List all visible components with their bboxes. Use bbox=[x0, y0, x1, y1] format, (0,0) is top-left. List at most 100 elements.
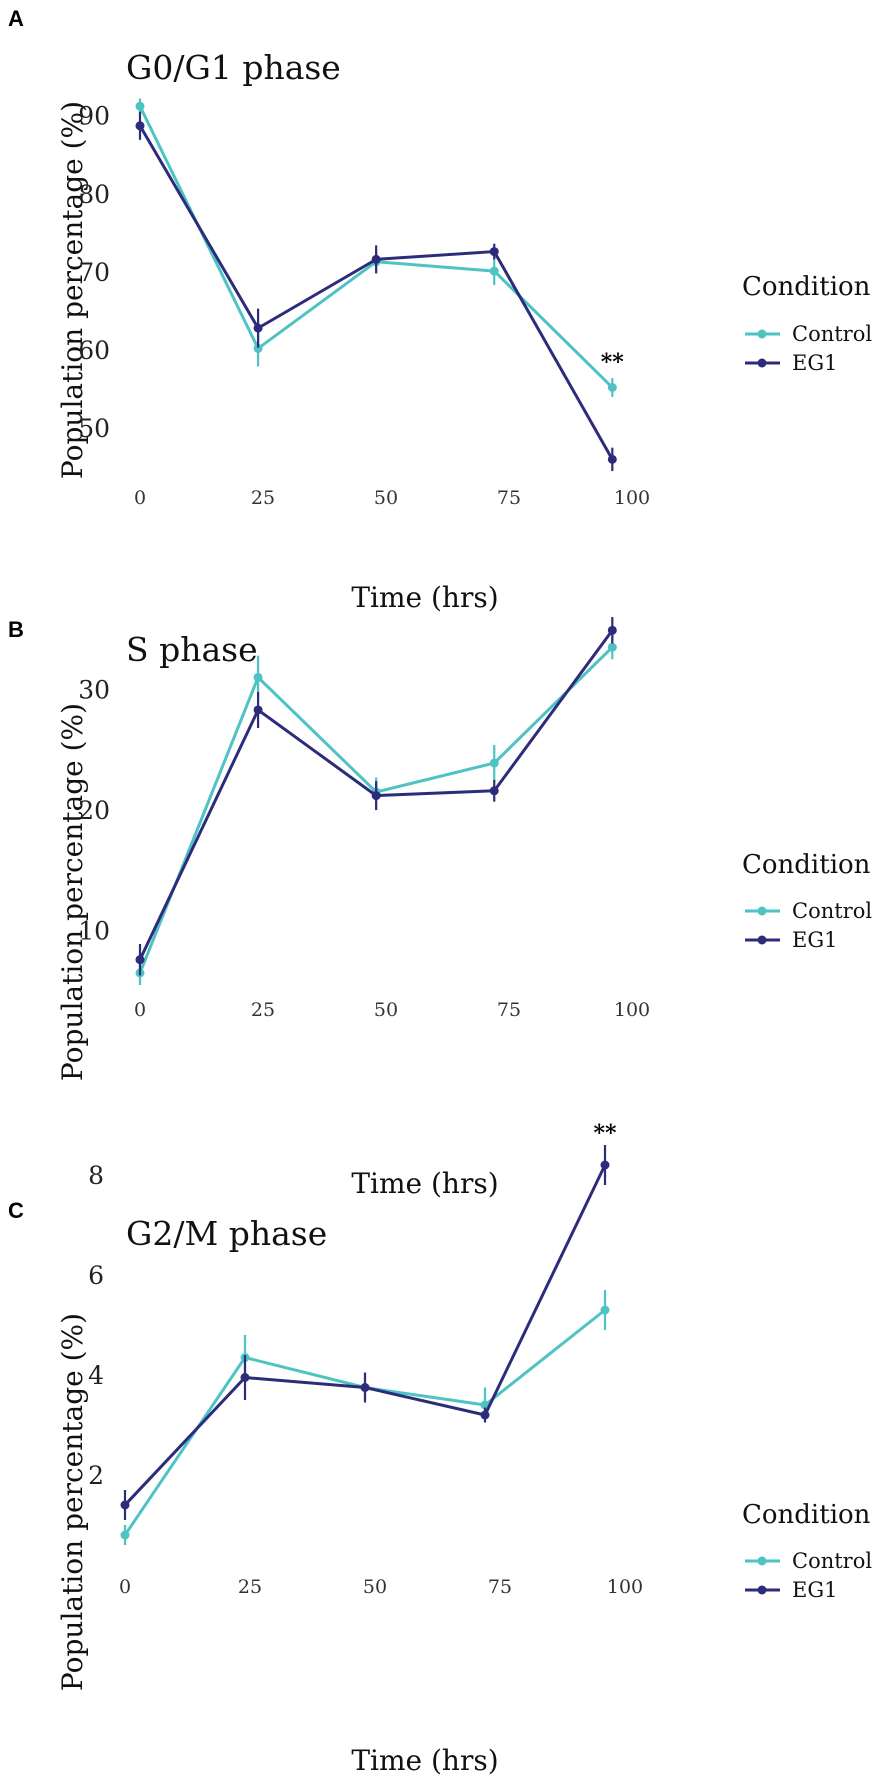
legend-a: Condition Control EG1 bbox=[742, 272, 872, 375]
x-tick-label-a-0: 0 bbox=[134, 487, 146, 509]
x-tick-label-a-3: 75 bbox=[497, 487, 521, 509]
data-point-eg1-a-2 bbox=[371, 254, 381, 264]
y-tick-label-c-3: 8 bbox=[88, 1161, 104, 1190]
data-point-eg1-c-1 bbox=[240, 1373, 250, 1382]
plot-area-a: 50 60 70 80 90 0 25 50 75 100 ** bbox=[78, 98, 650, 509]
data-point-control-a-1 bbox=[253, 343, 263, 353]
data-point-eg1-c-4 bbox=[600, 1160, 610, 1170]
panel-letter-c: C bbox=[8, 1198, 24, 1223]
data-point-eg1-b-2 bbox=[371, 791, 381, 801]
y-tick-label-a-4: 90 bbox=[78, 102, 110, 131]
plot-area-b: 10 20 30 0 25 50 75 100 bbox=[78, 617, 650, 1021]
x-tick-label-c-4: 100 bbox=[607, 1576, 643, 1598]
y-tick-label-c-1: 4 bbox=[88, 1361, 104, 1390]
y-tick-label-a-0: 50 bbox=[78, 414, 110, 443]
legend-label-control-a: Control bbox=[792, 322, 872, 346]
y-axis-label-c: Population percentage (%) bbox=[56, 1313, 89, 1691]
legend-label-control-c: Control bbox=[792, 1549, 872, 1573]
x-axis-label-c: Time (hrs) bbox=[351, 1744, 498, 1777]
legend-title-a: Condition bbox=[742, 272, 871, 302]
x-tick-label-c-0: 0 bbox=[119, 1576, 131, 1598]
x-tick-label-b-4: 100 bbox=[614, 999, 650, 1021]
data-point-control-b-1 bbox=[253, 672, 263, 682]
x-tick-label-b-1: 25 bbox=[251, 999, 275, 1021]
chart-title-b: S phase bbox=[126, 630, 258, 669]
panel-a: A G0/G1 phase Population percentage (%) … bbox=[8, 6, 872, 614]
y-axis-label-a: Population percentage (%) bbox=[56, 101, 89, 479]
legend-marker-control-a bbox=[757, 329, 767, 339]
data-point-control-b-3 bbox=[489, 758, 499, 768]
legend-item-control-a: Control bbox=[745, 322, 872, 346]
data-point-control-b-4 bbox=[607, 642, 617, 652]
legend-marker-eg1-b bbox=[757, 935, 767, 945]
data-point-eg1-b-0 bbox=[135, 955, 145, 965]
panel-c: C G2/M phase Population percentage (%) T… bbox=[8, 1121, 872, 1778]
significance-annotation-c-0: ** bbox=[593, 1121, 617, 1147]
legend-label-eg1-c: EG1 bbox=[792, 1578, 837, 1602]
x-tick-label-b-0: 0 bbox=[134, 999, 146, 1021]
data-point-eg1-a-4 bbox=[607, 454, 617, 464]
plot-area-c: 2 4 6 8 0 25 50 75 100 ** bbox=[88, 1121, 643, 1599]
legend-label-eg1-b: EG1 bbox=[792, 928, 837, 952]
data-point-eg1-a-1 bbox=[253, 323, 263, 333]
x-tick-label-a-2: 50 bbox=[374, 487, 398, 509]
x-tick-label-c-1: 25 bbox=[238, 1576, 262, 1598]
significance-annotation-a-0: ** bbox=[601, 350, 625, 376]
x-tick-label-c-3: 75 bbox=[488, 1576, 512, 1598]
legend-title-b: Condition bbox=[742, 850, 871, 880]
legend-title-c: Condition bbox=[742, 1500, 871, 1530]
data-point-control-a-3 bbox=[489, 266, 499, 276]
data-point-eg1-c-0 bbox=[120, 1500, 130, 1510]
y-tick-label-b-2: 30 bbox=[78, 675, 110, 704]
legend-b: Condition Control EG1 bbox=[742, 850, 872, 952]
panel-b: B S phase Population percentage (%) Time… bbox=[8, 617, 872, 1200]
x-tick-label-a-1: 25 bbox=[251, 487, 275, 509]
y-tick-label-b-1: 20 bbox=[78, 796, 110, 825]
x-tick-label-b-3: 75 bbox=[497, 999, 521, 1021]
data-point-eg1-b-1 bbox=[253, 705, 263, 715]
data-point-eg1-b-3 bbox=[489, 786, 499, 796]
data-point-eg1-a-0 bbox=[135, 121, 145, 131]
series-eg1-a bbox=[135, 111, 617, 472]
panel-letter-a: A bbox=[8, 6, 24, 31]
y-tick-label-c-0: 2 bbox=[88, 1461, 104, 1490]
legend-item-eg1-a: EG1 bbox=[745, 351, 837, 375]
legend-label-eg1-a: EG1 bbox=[792, 351, 837, 375]
legend-item-eg1-c: EG1 bbox=[745, 1578, 837, 1602]
y-tick-label-a-2: 70 bbox=[78, 258, 110, 287]
data-point-eg1-a-3 bbox=[489, 247, 499, 257]
legend-c: Condition Control EG1 bbox=[742, 1500, 872, 1602]
series-control-c bbox=[120, 1290, 610, 1545]
x-axis-label-b: Time (hrs) bbox=[351, 1167, 498, 1200]
legend-marker-control-c bbox=[757, 1556, 767, 1566]
y-tick-label-b-0: 10 bbox=[78, 917, 110, 946]
data-point-control-a-0 bbox=[135, 101, 145, 111]
legend-item-control-b: Control bbox=[745, 899, 872, 923]
y-axis-label-b: Population percentage (%) bbox=[56, 703, 89, 1081]
series-eg1-c bbox=[120, 1145, 610, 1520]
y-tick-label-a-1: 60 bbox=[78, 336, 110, 365]
y-tick-label-c-2: 6 bbox=[88, 1261, 104, 1290]
legend-label-control-b: Control bbox=[792, 899, 872, 923]
y-tick-label-a-3: 80 bbox=[78, 180, 110, 209]
x-tick-label-a-4: 100 bbox=[614, 487, 650, 509]
data-point-control-a-4 bbox=[607, 383, 617, 392]
legend-marker-eg1-c bbox=[757, 1585, 767, 1595]
legend-marker-control-b bbox=[757, 906, 767, 916]
x-tick-label-c-2: 50 bbox=[363, 1576, 387, 1598]
series-line-eg1-a bbox=[138, 125, 614, 461]
legend-item-eg1-b: EG1 bbox=[745, 928, 837, 952]
x-axis-label-a: Time (hrs) bbox=[351, 581, 498, 614]
legend-item-control-c: Control bbox=[745, 1549, 872, 1573]
series-line-control-c bbox=[123, 1308, 606, 1536]
data-point-control-c-4 bbox=[600, 1305, 610, 1315]
legend-marker-eg1-a bbox=[757, 358, 767, 368]
series-eg1-b bbox=[135, 617, 617, 976]
x-tick-label-b-2: 50 bbox=[374, 999, 398, 1021]
data-point-control-c-0 bbox=[120, 1530, 130, 1540]
data-point-eg1-c-2 bbox=[360, 1383, 370, 1392]
data-point-eg1-b-4 bbox=[607, 625, 617, 635]
data-point-eg1-c-3 bbox=[480, 1410, 490, 1420]
chart-title-c: G2/M phase bbox=[126, 1214, 327, 1253]
